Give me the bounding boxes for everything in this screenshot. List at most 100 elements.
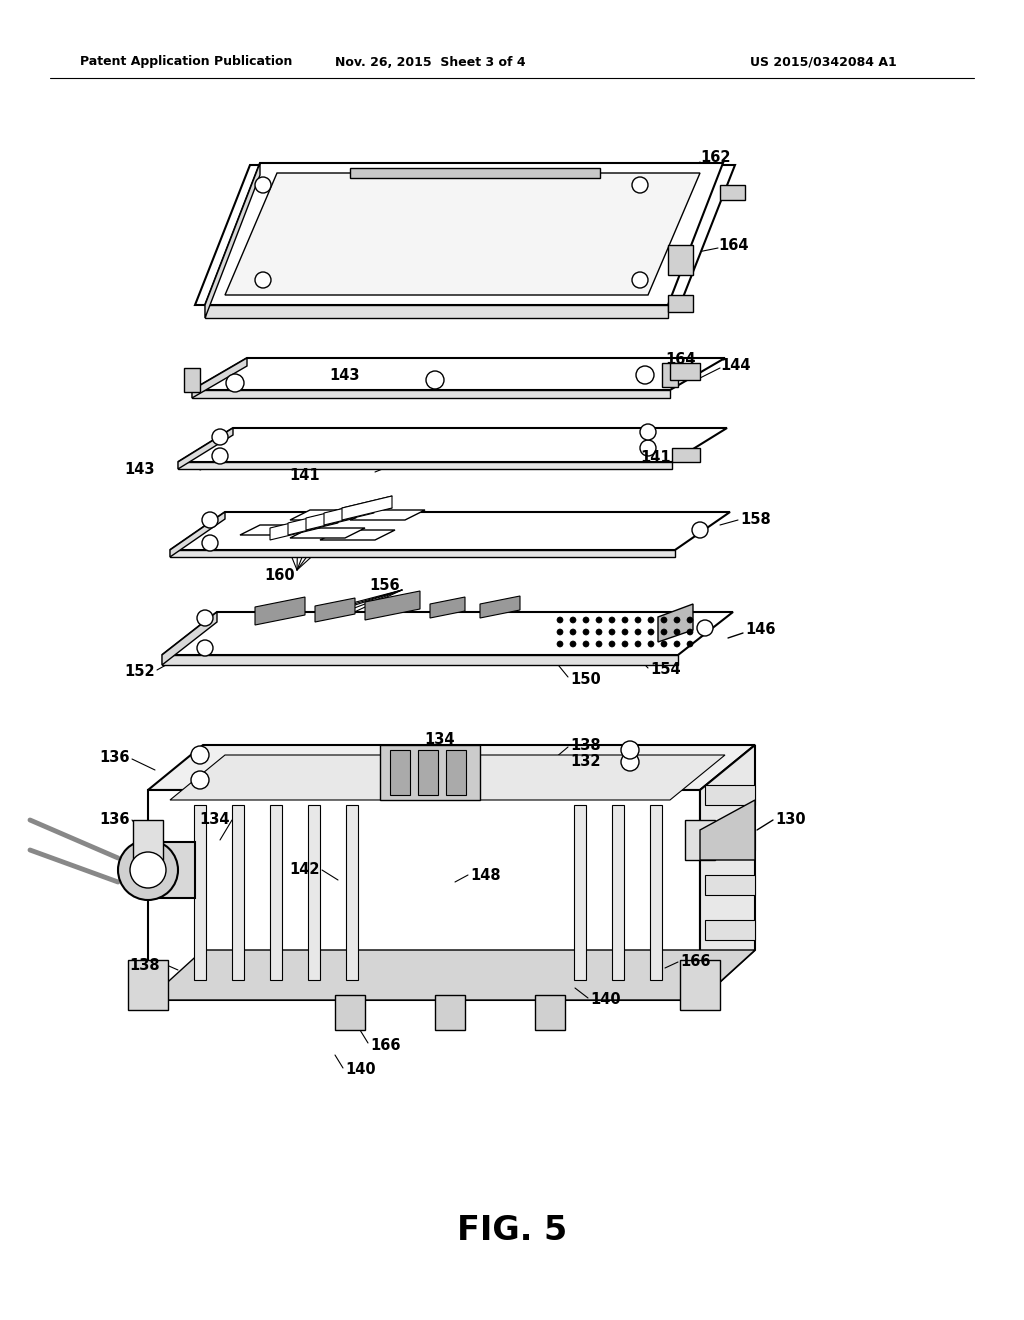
Circle shape xyxy=(583,630,589,635)
Circle shape xyxy=(687,630,693,635)
Text: 152: 152 xyxy=(124,664,155,680)
Text: 138: 138 xyxy=(570,738,601,752)
Circle shape xyxy=(202,512,218,528)
Circle shape xyxy=(622,642,628,647)
Polygon shape xyxy=(700,800,755,861)
Polygon shape xyxy=(270,805,282,979)
Circle shape xyxy=(212,447,228,465)
Polygon shape xyxy=(365,591,420,620)
Circle shape xyxy=(202,535,218,550)
Polygon shape xyxy=(162,612,733,655)
Text: 142: 142 xyxy=(290,862,319,878)
Polygon shape xyxy=(705,875,755,895)
Polygon shape xyxy=(658,605,693,642)
Text: 158: 158 xyxy=(740,512,771,528)
Circle shape xyxy=(674,616,680,623)
Circle shape xyxy=(648,630,654,635)
Text: 134: 134 xyxy=(200,813,230,828)
Polygon shape xyxy=(170,512,730,550)
Polygon shape xyxy=(435,995,465,1030)
Circle shape xyxy=(648,616,654,623)
Circle shape xyxy=(692,521,708,539)
Polygon shape xyxy=(390,750,410,795)
Text: 138: 138 xyxy=(129,957,160,973)
Circle shape xyxy=(674,642,680,647)
Polygon shape xyxy=(705,830,755,850)
Polygon shape xyxy=(720,185,745,201)
Circle shape xyxy=(622,630,628,635)
Polygon shape xyxy=(270,516,319,540)
Polygon shape xyxy=(148,789,700,1001)
Circle shape xyxy=(583,642,589,647)
Text: 166: 166 xyxy=(370,1038,400,1052)
Polygon shape xyxy=(178,428,727,462)
Polygon shape xyxy=(290,510,365,520)
Polygon shape xyxy=(240,525,300,535)
Polygon shape xyxy=(184,368,200,392)
Polygon shape xyxy=(705,785,755,805)
Text: 136: 136 xyxy=(99,813,130,828)
Circle shape xyxy=(596,616,602,623)
Polygon shape xyxy=(672,447,700,462)
Circle shape xyxy=(255,272,271,288)
Text: 132: 132 xyxy=(570,755,600,770)
Polygon shape xyxy=(700,744,755,1001)
Polygon shape xyxy=(205,305,668,318)
Circle shape xyxy=(632,177,648,193)
Circle shape xyxy=(640,424,656,440)
Polygon shape xyxy=(685,820,715,861)
Text: 166: 166 xyxy=(680,954,711,969)
Circle shape xyxy=(570,616,575,623)
Polygon shape xyxy=(668,294,693,312)
Text: 140: 140 xyxy=(345,1063,376,1077)
Polygon shape xyxy=(170,512,225,557)
Text: FIG. 5: FIG. 5 xyxy=(457,1213,567,1246)
Polygon shape xyxy=(255,597,305,624)
Polygon shape xyxy=(148,950,755,1001)
Polygon shape xyxy=(148,744,755,789)
Circle shape xyxy=(648,642,654,647)
Polygon shape xyxy=(205,162,723,305)
Polygon shape xyxy=(335,995,365,1030)
Circle shape xyxy=(632,272,648,288)
Polygon shape xyxy=(418,750,438,795)
Circle shape xyxy=(596,642,602,647)
Circle shape xyxy=(197,610,213,626)
Circle shape xyxy=(636,366,654,384)
Polygon shape xyxy=(574,805,586,979)
Circle shape xyxy=(635,642,641,647)
Polygon shape xyxy=(535,995,565,1030)
Polygon shape xyxy=(290,528,365,539)
Circle shape xyxy=(583,616,589,623)
Polygon shape xyxy=(178,462,672,469)
Polygon shape xyxy=(319,531,395,540)
Polygon shape xyxy=(306,506,356,531)
Circle shape xyxy=(557,616,563,623)
Circle shape xyxy=(191,771,209,789)
Circle shape xyxy=(212,429,228,445)
Text: 164: 164 xyxy=(718,238,749,252)
Text: 141: 141 xyxy=(290,467,319,483)
Polygon shape xyxy=(194,805,206,979)
Polygon shape xyxy=(170,550,675,557)
Circle shape xyxy=(662,642,667,647)
Polygon shape xyxy=(430,597,465,618)
Polygon shape xyxy=(195,165,735,305)
Polygon shape xyxy=(662,363,678,387)
Polygon shape xyxy=(346,805,358,979)
Polygon shape xyxy=(670,363,700,380)
Polygon shape xyxy=(162,612,217,665)
Text: Nov. 26, 2015  Sheet 3 of 4: Nov. 26, 2015 Sheet 3 of 4 xyxy=(335,55,525,69)
Circle shape xyxy=(662,630,667,635)
Polygon shape xyxy=(446,750,466,795)
Circle shape xyxy=(662,616,667,623)
Text: 143: 143 xyxy=(330,367,360,383)
Circle shape xyxy=(226,374,244,392)
Circle shape xyxy=(596,630,602,635)
Circle shape xyxy=(557,642,563,647)
Circle shape xyxy=(118,840,178,900)
Text: 130: 130 xyxy=(775,813,806,828)
Text: 160: 160 xyxy=(264,569,295,583)
Circle shape xyxy=(640,440,656,455)
Polygon shape xyxy=(680,960,720,1010)
